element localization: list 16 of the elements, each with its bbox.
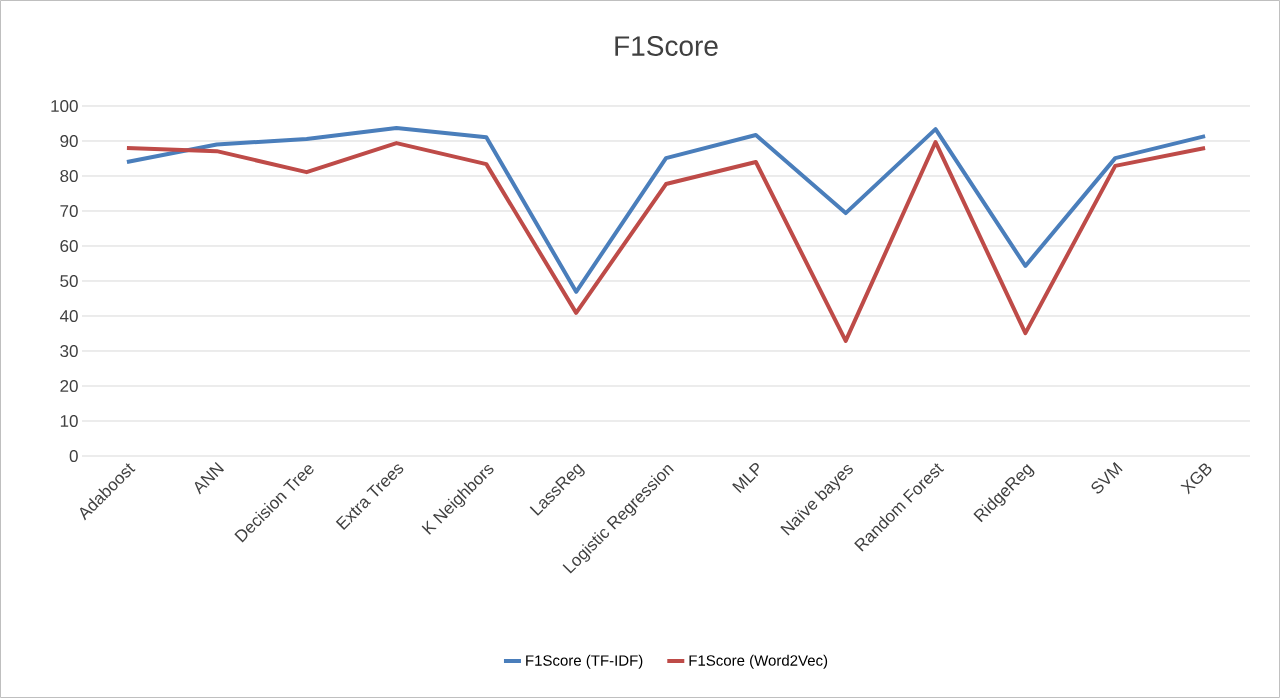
y-tick-label: 30 [60, 344, 78, 358]
line-series [124, 126, 1208, 294]
legend-label: F1Score (Word2Vec) [689, 654, 828, 669]
y-tick-label: 80 [60, 169, 78, 183]
y-tick-label: 50 [60, 274, 78, 288]
y-tick-label: 70 [60, 204, 78, 218]
y-tick-label: 10 [60, 414, 78, 428]
chart-title: F1Score [615, 36, 718, 56]
y-tick-label: 20 [60, 379, 78, 393]
y-tick-label: 0 [69, 449, 78, 463]
y-tick-label: 100 [51, 99, 78, 113]
legend-label: F1Score (TF-IDF) [526, 654, 643, 669]
y-tick-label: 60 [60, 239, 78, 253]
y-tick-label: 90 [60, 134, 78, 148]
line-series [124, 140, 1208, 343]
y-tick-label: 40 [59, 309, 78, 323]
